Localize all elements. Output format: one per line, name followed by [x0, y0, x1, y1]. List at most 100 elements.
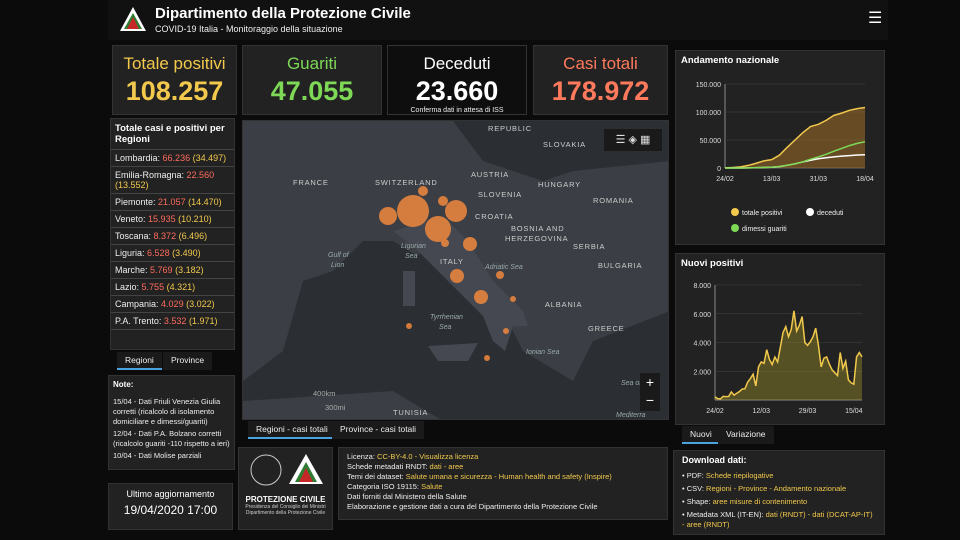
region-item: Lombardia: 66.236 (34.497) [111, 150, 234, 167]
tab[interactable]: Variazione [718, 426, 774, 444]
region-name: Lombardia: [115, 153, 161, 163]
region-name: Toscana: [115, 231, 152, 241]
tab[interactable]: Province [163, 352, 213, 370]
region-item: Emilia-Romagna: 22.560 (13.552) [111, 167, 234, 194]
download-item: • PDF: Schede riepilogative [682, 471, 774, 480]
africa [243, 391, 440, 419]
license-line: Licenza: CC-BY-4.0 - Visualizza licenza [347, 452, 659, 462]
region-value: 22.560 [186, 170, 215, 180]
map-label: ITALY [440, 257, 464, 266]
region-secondary: (13.552) [115, 180, 149, 190]
italy [393, 216, 528, 351]
bubbles [379, 186, 516, 361]
tab[interactable]: Regioni [117, 352, 162, 370]
license-label: Dati forniti dal Ministero della Salute [347, 492, 467, 501]
map-label: Tyrrhenian [430, 314, 463, 321]
license-link[interactable]: Salute umana e sicurezza - Human health … [405, 472, 612, 481]
map-label: Gulf of [328, 252, 350, 259]
map-label: HERZEGOVINA [505, 234, 568, 243]
kpi-value: 47.055 [270, 76, 354, 106]
license-line: Schede metadati RNDT: dati - aree [347, 462, 659, 472]
map-label: Sea of [621, 380, 642, 387]
region-name: P.A. Trento: [115, 316, 162, 326]
download-label: Metadata XML (IT-EN): [686, 510, 764, 519]
note-line: 15/04 - Dati Friuli Venezia Giulia corre… [113, 397, 221, 426]
download-title: Download dati: [682, 455, 747, 465]
map-label: SWITZERLAND [375, 178, 438, 187]
region-item: Liguria: 6.528 (3.490) [111, 245, 234, 262]
tab[interactable]: Nuovi [682, 426, 720, 444]
kpi-value: 108.257 [125, 76, 224, 106]
update-value: 19/04/2020 17:00 [123, 503, 218, 517]
region-item: Lazio: 5.755 (4.321) [111, 279, 234, 296]
logo-name: PROTEZIONE CIVILE [245, 495, 326, 504]
download-label: CSV: [686, 484, 704, 493]
regions-title: Totale casi e positivi per Regioni [111, 119, 234, 150]
kpi-label: Deceduti [423, 54, 491, 73]
kpi-value: 23.660 [415, 76, 499, 106]
region-value: 21.057 [158, 197, 186, 207]
region-item: Veneto: 15.935 (10.210) [111, 211, 234, 228]
scale: 400km [313, 389, 336, 398]
map-label: Sea [439, 324, 452, 331]
license-label: Elaborazione e gestione dati a cura del … [347, 502, 598, 511]
map-label: ALBANIA [545, 300, 582, 309]
region-value: 15.935 [148, 214, 176, 224]
map[interactable]: REPUBLIC SLOVAKIA FRANCE SWITZERLAND AUSTRIA… [242, 120, 669, 420]
region-secondary: (10.210) [178, 214, 212, 224]
region-value: 4.029 [161, 299, 184, 309]
region-value: 66.236 [162, 153, 191, 163]
region-secondary: (3.182) [175, 265, 204, 275]
map-label: AUSTRIA [471, 170, 509, 179]
map-label: Ligurian [401, 243, 426, 250]
download-item: • Shape: aree misure di contenimento [682, 497, 808, 506]
download-label: Shape: [686, 497, 711, 506]
kpi-note: Conferma dati in attesa di ISS [410, 107, 504, 114]
download-item: • Metadata XML (IT-EN): dati (RNDT) - da… [682, 510, 873, 529]
license-link[interactable]: Salute [421, 482, 443, 491]
chart-panel [675, 50, 885, 245]
zoom[interactable]: + − [640, 373, 660, 411]
kpi: Totale positivi 108.257 [112, 45, 237, 115]
download-label: PDF: [686, 471, 704, 480]
region-value: 5.769 [150, 265, 173, 275]
emblems [250, 454, 323, 486]
sicily [428, 343, 478, 361]
logo-line: Dipartimento della Protezione Civile [245, 510, 326, 516]
map-label: CROATIA [475, 212, 513, 221]
region-secondary: (34.497) [192, 153, 227, 163]
sardinia [403, 271, 415, 306]
region-secondary: (6.496) [178, 231, 208, 241]
license-link[interactable]: CC-BY-4.0 - Visualizza licenza [377, 452, 479, 461]
map-canvas: REPUBLIC SLOVAKIA FRANCE SWITZERLAND AUSTRIA… [243, 121, 668, 419]
license-label: Categoria ISO 19115: [347, 482, 419, 491]
logo-icon [120, 7, 146, 31]
region-secondary: (3.490) [172, 248, 201, 258]
license-link[interactable]: dati - aree [429, 462, 464, 471]
license-line: Elaborazione e gestione dati a cura del … [347, 502, 659, 512]
menu[interactable]: ☰ [868, 10, 883, 27]
download-link[interactable]: Schede riepilogative [705, 471, 774, 480]
tab[interactable]: Regioni - casi totali [248, 421, 336, 439]
map-label: REPUBLIC [488, 124, 532, 133]
download-link[interactable]: dati (RNDT) - dati (DCAT-AP-IT) - aree (… [682, 510, 873, 529]
map-tools[interactable]: ☰ ◈ ▦ [604, 129, 662, 151]
kpi-label: Totale positivi [123, 54, 226, 73]
region-name: Marche: [115, 265, 148, 275]
tab[interactable]: Province - casi totali [332, 421, 425, 439]
download-link[interactable]: Regioni - Province - Andamento nazionale [706, 484, 847, 493]
kpi: Guariti 47.055 [242, 45, 382, 115]
map-label: HUNGARY [538, 180, 581, 189]
logo-line: Presidenza del Consiglio dei Ministri [245, 504, 326, 510]
region-name: Lazio: [115, 282, 140, 292]
license-line: Categoria ISO 19115: Salute [347, 482, 659, 492]
kpi: Casi totali 178.972 [533, 45, 668, 115]
map-label: GREECE [588, 324, 624, 333]
download-link[interactable]: aree misure di contenimento [712, 497, 808, 506]
map-label: ROMANIA [593, 196, 634, 205]
map-label: SLOVAKIA [543, 140, 586, 149]
subtitle: COVID-19 Italia - Monitoraggio della sit… [155, 24, 343, 34]
region-value: 3.532 [163, 316, 187, 326]
notes: Note: 15/04 - Dati Friuli Venezia Giulia… [108, 375, 235, 470]
